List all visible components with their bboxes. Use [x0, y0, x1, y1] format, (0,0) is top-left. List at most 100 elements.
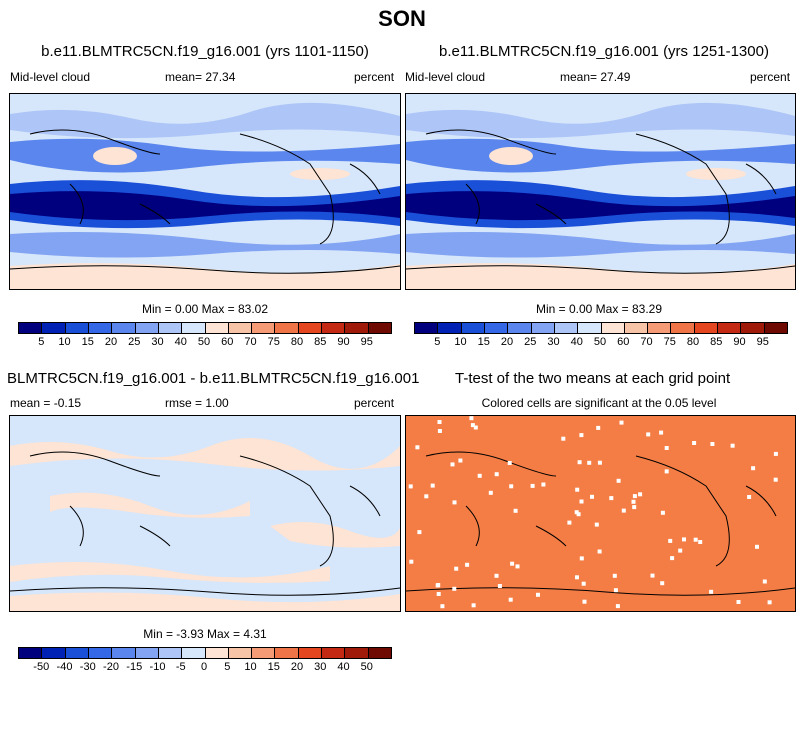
non-significant-cell	[659, 430, 664, 435]
non-significant-cell	[609, 496, 614, 501]
colorbar-1-swatch	[205, 323, 229, 333]
non-significant-cell	[488, 490, 493, 495]
cloud-map-2	[406, 94, 795, 289]
non-significant-cell	[594, 522, 599, 527]
non-significant-cell	[664, 469, 669, 474]
colorbar-1-swatch	[322, 323, 346, 333]
colorbar-3-tick-label: 5	[224, 661, 231, 673]
panel-2-map	[405, 93, 796, 290]
panel-4-map	[405, 415, 796, 612]
non-significant-cell	[773, 451, 778, 456]
colorbar-1-swatch	[298, 323, 323, 333]
colorbar-3-tick-label: -5	[175, 661, 186, 673]
colorbar-1-swatch	[42, 323, 66, 333]
non-significant-cell	[762, 579, 767, 584]
colorbar-1-swatch	[158, 323, 183, 333]
non-significant-cell	[582, 599, 587, 604]
non-significant-cell	[450, 462, 455, 467]
colorbar-3-swatch	[275, 648, 299, 658]
non-significant-cell	[660, 510, 665, 515]
non-significant-cell	[660, 581, 665, 586]
non-significant-cell	[575, 575, 579, 580]
non-significant-cell	[494, 472, 499, 477]
colorbar-3-tick-label: 30	[314, 661, 327, 673]
colorbar-2-tick-label: 30	[547, 336, 560, 348]
non-significant-cell	[709, 589, 714, 594]
colorbar-2-swatch	[624, 323, 649, 333]
panel-3-minmax: Min = -3.93 Max = 4.31	[143, 627, 267, 641]
colorbar-3-tick-label: 40	[337, 661, 350, 673]
panel-1-title: b.e11.BLMTRC5CN.f19_g16.001 (yrs 1101-11…	[41, 43, 369, 60]
non-significant-cell	[747, 495, 752, 499]
panel-3-title: BLMTRC5CN.f19_g16.001 - b.e11.BLMTRC5CN.…	[7, 370, 420, 387]
colorbar-1-swatch	[252, 323, 276, 333]
colorbar-2-tick-label: 25	[524, 336, 537, 348]
non-significant-cell	[597, 549, 602, 554]
colorbar-2-swatch	[461, 323, 485, 333]
panel-1-map	[9, 93, 401, 290]
colorbar-3-swatch	[322, 648, 346, 658]
non-significant-cell	[751, 466, 756, 471]
colorbar-1-tick-label: 85	[314, 336, 327, 348]
panel-3-mean: mean = -0.15	[10, 396, 82, 410]
colorbar-2-swatch	[484, 323, 509, 333]
significance-map	[406, 416, 795, 611]
panel-3-map	[9, 415, 401, 612]
non-significant-cell	[494, 573, 499, 578]
colorbar-2-tick-label: 95	[756, 336, 769, 348]
non-significant-cell	[581, 581, 586, 586]
colorbar-2-tick-label: 15	[477, 336, 490, 348]
colorbar-2-tick-label: 75	[663, 336, 676, 348]
panel-2-title: b.e11.BLMTRC5CN.f19_g16.001 (yrs 1251-13…	[439, 43, 769, 60]
non-significant-cell	[424, 494, 429, 499]
colorbar-2-tick-label: 5	[434, 336, 441, 348]
colorbar-1-tick-label: 25	[128, 336, 141, 348]
panel-3-colorbar-labels: -50 -40 -30 -20 -15 -10 -5 0 5 10 15 20 30 40 50	[18, 661, 390, 675]
colorbar-2-swatch	[531, 323, 555, 333]
colorbar-1-tick-label: 60	[221, 336, 234, 348]
non-significant-cell	[773, 477, 778, 482]
colorbar-2-swatch	[718, 323, 742, 333]
non-significant-cell	[509, 484, 514, 489]
colorbar-1-tick-label: 90	[337, 336, 350, 348]
non-significant-cell	[437, 429, 442, 433]
non-significant-cell	[710, 442, 715, 446]
colorbar-3-swatch	[368, 648, 391, 658]
colorbar-1-tick-label: 30	[151, 336, 164, 348]
colorbar-3-tick-label: -30	[79, 661, 96, 673]
colorbar-2-swatch	[694, 323, 719, 333]
colorbar-3-swatch	[112, 648, 136, 658]
non-significant-cell	[513, 508, 518, 513]
colorbar-2-tick-label: 80	[686, 336, 700, 348]
non-significant-cell	[510, 561, 515, 566]
colorbar-2-swatch	[601, 323, 625, 333]
non-significant-cell	[587, 460, 592, 465]
colorbar-1-tick-label: 80	[290, 336, 304, 348]
colorbar-3-swatch	[65, 648, 89, 658]
non-significant-cell	[597, 460, 602, 465]
colorbar-3-tick-label: 50	[360, 661, 373, 673]
cloud-map-1	[10, 94, 400, 289]
panel-1-minmax: Min = 0.00 Max = 83.02	[141, 302, 269, 316]
colorbar-3-swatch	[345, 648, 369, 658]
non-significant-cell	[755, 544, 759, 549]
colorbar-3-swatch	[158, 648, 183, 658]
non-significant-cell	[470, 423, 475, 428]
colorbar-2-tick-label: 50	[593, 336, 607, 348]
colorbar-2-swatch	[578, 323, 602, 333]
non-significant-cell	[577, 460, 582, 465]
non-significant-cell	[693, 537, 698, 542]
non-significant-cell	[415, 445, 420, 450]
non-significant-cell	[508, 597, 513, 602]
colorbar-3-swatch	[205, 648, 229, 658]
panel-2-mean: mean= 27.49	[560, 70, 631, 84]
colorbar-2-tick-label: 60	[617, 336, 630, 348]
non-significant-cell	[646, 432, 651, 437]
non-significant-cell	[615, 604, 620, 609]
colorbar-2-tick-label: 20	[500, 336, 514, 348]
non-significant-cell	[515, 564, 520, 569]
non-significant-cell	[678, 548, 683, 553]
colorbar-1-tick-label: 70	[244, 336, 257, 348]
colorbar-2-tick-label: 85	[710, 336, 723, 348]
non-significant-cell	[668, 538, 673, 543]
